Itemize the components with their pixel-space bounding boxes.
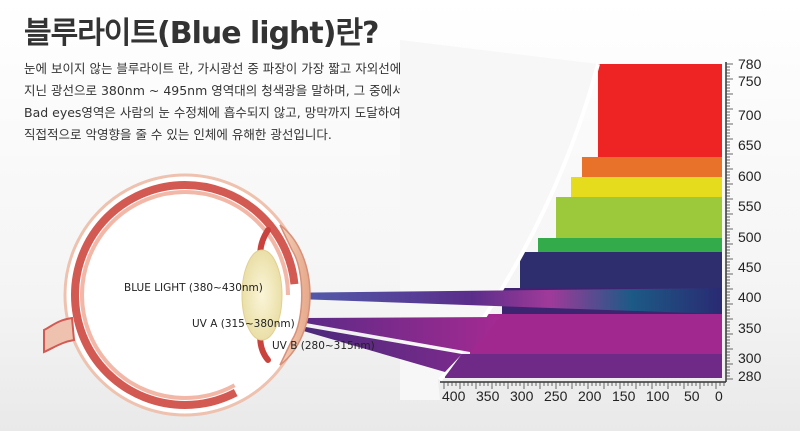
uv-b-beam <box>300 326 462 372</box>
energy-tick-label: 250 <box>544 388 568 404</box>
spectrum-bands <box>445 64 722 378</box>
wavelength-tick-label: 450 <box>738 259 762 275</box>
spectrum-curve <box>400 40 598 400</box>
spectrum-band <box>571 177 722 197</box>
spectrum-band <box>470 314 722 354</box>
wavelength-tick-label: 600 <box>738 168 762 184</box>
description-line: 직접적으로 악영향을 줄 수 있는 인체에 유해한 광선입니다. <box>24 127 332 142</box>
uv-b-label: UV B (280~315nm) <box>272 340 375 352</box>
cornea <box>279 224 311 366</box>
energy-tick-label: 300 <box>510 388 534 404</box>
energy-tick-label: 400 <box>442 388 466 404</box>
spectrum-band <box>556 197 722 238</box>
blue-light-beam <box>268 288 722 314</box>
energy-tick-label: 0 <box>715 388 723 404</box>
eye-retina <box>80 190 290 400</box>
eye-illustration <box>43 173 311 417</box>
energy-tick-label: 200 <box>578 388 602 404</box>
wavelength-tick-label: 780 <box>738 56 762 72</box>
blue-light-label: BLUE LIGHT (380~430nm) <box>124 282 263 294</box>
wavelength-tick-label: 550 <box>738 198 762 214</box>
eye-sclera <box>65 175 305 415</box>
wavelength-tick-label: 300 <box>738 350 762 366</box>
wavelength-tick-label: 400 <box>738 289 762 305</box>
eye-choroid <box>71 181 299 409</box>
spectrum-band <box>538 238 722 252</box>
optic-nerve <box>43 316 76 354</box>
wavelength-tick-label: 700 <box>738 107 762 123</box>
uv-a-beam <box>300 317 500 352</box>
energy-tick-label: 100 <box>646 388 670 404</box>
description-line: Bad eyes영역은 사람의 눈 수정체에 흡수되지 않고, 망막까지 도달하… <box>24 105 505 120</box>
wavelength-tick-label: 650 <box>738 137 762 153</box>
spectrum-band <box>582 157 722 177</box>
wavelength-tick-label: 350 <box>738 320 762 336</box>
description: 눈에 보이지 않는 블루라이트 란, 가시광선 중 파장이 가장 짧고 자외선에… <box>24 58 564 146</box>
spectrum-band <box>445 354 722 378</box>
energy-tick-label: 350 <box>476 388 500 404</box>
page-title: 블루라이트(Blue light)란? <box>24 16 379 51</box>
spectrum-band <box>520 252 722 288</box>
energy-tick-label: 150 <box>612 388 636 404</box>
wavelength-tick-label: 500 <box>738 229 762 245</box>
wavelength-tick-label: 280 <box>738 368 762 384</box>
description-line: 지닌 광선으로 380nm ~ 495nm 영역대의 청색광을 말하며, 그 중… <box>24 83 521 98</box>
spectrum-band <box>598 64 722 157</box>
energy-tick-label: 50 <box>684 388 700 404</box>
lens <box>241 249 283 341</box>
uv-a-label: UV A (315~380nm) <box>192 318 295 330</box>
wavelength-tick-label: 750 <box>738 73 762 89</box>
description-line: 눈에 보이지 않는 블루라이트 란, 가시광선 중 파장이 가장 짧고 자외선에… <box>24 61 490 76</box>
